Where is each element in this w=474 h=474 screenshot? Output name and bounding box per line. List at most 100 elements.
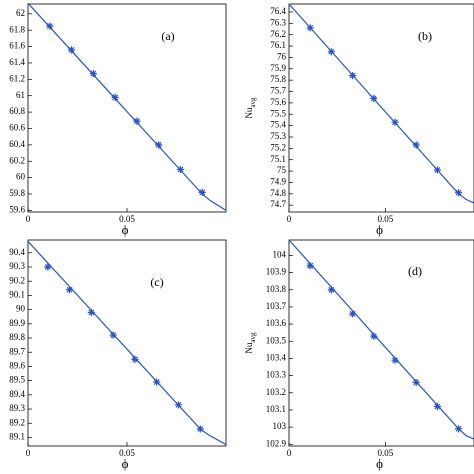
x-tick-label: 0	[287, 214, 292, 224]
marker	[46, 22, 54, 30]
y-tick-label: 74.9	[270, 177, 286, 187]
y-tick-label: 89.5	[9, 375, 25, 385]
y-tick-label: 103.6	[266, 318, 287, 328]
y-tick-label: 89.8	[9, 332, 25, 342]
y-tick-label: 60.4	[9, 139, 25, 149]
y-label-sub: avg	[249, 97, 257, 108]
y-axis-label: Nuavg	[244, 97, 257, 119]
y-label-main: Nu	[244, 107, 254, 118]
marker	[65, 286, 74, 294]
marker	[433, 166, 441, 174]
x-axis-label: ϕ	[122, 456, 129, 471]
x-tick-label: 0	[26, 214, 31, 224]
y-tick-label: 89.1	[9, 432, 25, 442]
marker	[111, 93, 119, 101]
y-tick-label: 60	[16, 172, 26, 182]
y-tick-label: 103.1	[266, 404, 286, 414]
y-label-sub: avg	[249, 332, 257, 343]
marker	[412, 378, 420, 387]
marker	[133, 117, 141, 125]
marker	[391, 356, 399, 364]
panel: 89.1 89.2 89.3 89.4 89.5 89.6 89.7 89.8 89.9 90 90…	[9, 239, 227, 471]
y-tick-label: 103.7	[266, 301, 287, 311]
y-tick-label: 75.9	[270, 63, 286, 73]
y-tick-label: 103.3	[266, 370, 287, 380]
x-tick-label: 0.05	[119, 214, 135, 224]
marker	[454, 189, 463, 197]
y-tick-label: 76.2	[270, 29, 286, 39]
y-tick-label: 103.8	[266, 284, 287, 294]
marker	[174, 401, 183, 409]
y-axis-label: Nuavg	[244, 332, 257, 354]
marker	[155, 141, 163, 149]
panel-label: (b)	[418, 29, 432, 43]
y-tick-label: 90.4	[9, 247, 25, 257]
panel: 59.6 59.8 60 60.2 60.4 60.6 60.8 61 61.2 61.4 61.6…	[9, 2, 227, 237]
marker	[196, 425, 204, 433]
y-tick-label: 89.3	[9, 403, 25, 413]
y-tick-label: 75.5	[270, 108, 286, 118]
y-tick-label: 61.4	[9, 57, 25, 67]
marker	[306, 24, 314, 32]
marker	[454, 425, 463, 433]
marker	[44, 263, 52, 271]
y-tick-label: 75	[277, 165, 287, 175]
marker	[176, 165, 185, 174]
y-tick-label: 60.2	[9, 155, 25, 165]
marker	[153, 378, 161, 386]
y-tick-label: 90	[16, 304, 26, 314]
y-tick-label: 104	[273, 250, 287, 260]
x-tick-label: 0.05	[119, 448, 135, 458]
y-tick-label: 89.4	[9, 389, 25, 399]
y-tick-label: 89.7	[9, 346, 25, 356]
marker	[89, 70, 97, 78]
y-label-main: Nu	[244, 342, 254, 353]
panel: 102.9 103 103.1 103.2 103.3 103.4 103.5 103.6 10…	[244, 239, 474, 471]
marker	[87, 308, 95, 317]
y-tick-label: 76.4	[270, 6, 286, 16]
y-tick-label: 76	[277, 51, 287, 61]
y-tick-label: 74.8	[270, 188, 286, 198]
marker	[198, 188, 206, 196]
y-tick-label: 75.4	[270, 120, 286, 130]
plot-area	[27, 239, 227, 447]
x-tick-label: 0	[287, 448, 292, 458]
y-tick-label: 90.3	[9, 261, 25, 271]
marker	[348, 310, 357, 318]
y-tick-label: 89.9	[9, 318, 25, 328]
y-tick-label: 103	[273, 421, 287, 431]
y-tick-label: 103.2	[266, 387, 286, 397]
y-tick-label: 60.8	[9, 106, 25, 116]
y-tick-label: 75.1	[270, 154, 286, 164]
x-axis-label: ϕ	[376, 456, 383, 471]
y-tick-label: 89.2	[9, 417, 25, 427]
panel-label: (a)	[161, 29, 174, 43]
marker	[391, 118, 399, 126]
y-tick-label: 75.2	[270, 142, 286, 152]
marker	[370, 332, 378, 340]
y-tick-label: 61.8	[9, 24, 25, 34]
panel-label: (c)	[150, 275, 163, 289]
x-tick-label: 0.05	[377, 214, 393, 224]
y-tick-label: 103.9	[266, 267, 287, 277]
y-tick-label: 75.6	[270, 97, 286, 107]
y-tick-label: 59.6	[9, 204, 25, 214]
y-tick-label: 76.3	[270, 17, 286, 27]
y-tick-label: 74.7	[270, 199, 286, 209]
panel-label: (d)	[408, 264, 422, 278]
y-tick-label: 102.9	[266, 438, 287, 448]
y-tick-label: 75.3	[270, 131, 286, 141]
y-tick-label: 62	[16, 8, 25, 18]
marker	[327, 48, 335, 56]
x-tick-label: 0.05	[377, 448, 393, 458]
y-tick-label: 103.5	[266, 335, 287, 345]
marker	[348, 72, 357, 80]
y-tick-label: 61	[16, 90, 25, 100]
marker	[327, 286, 335, 294]
y-tick-label: 59.8	[9, 188, 25, 198]
y-tick-label: 103.4	[266, 353, 287, 363]
marker	[109, 331, 117, 339]
marker	[306, 262, 314, 270]
